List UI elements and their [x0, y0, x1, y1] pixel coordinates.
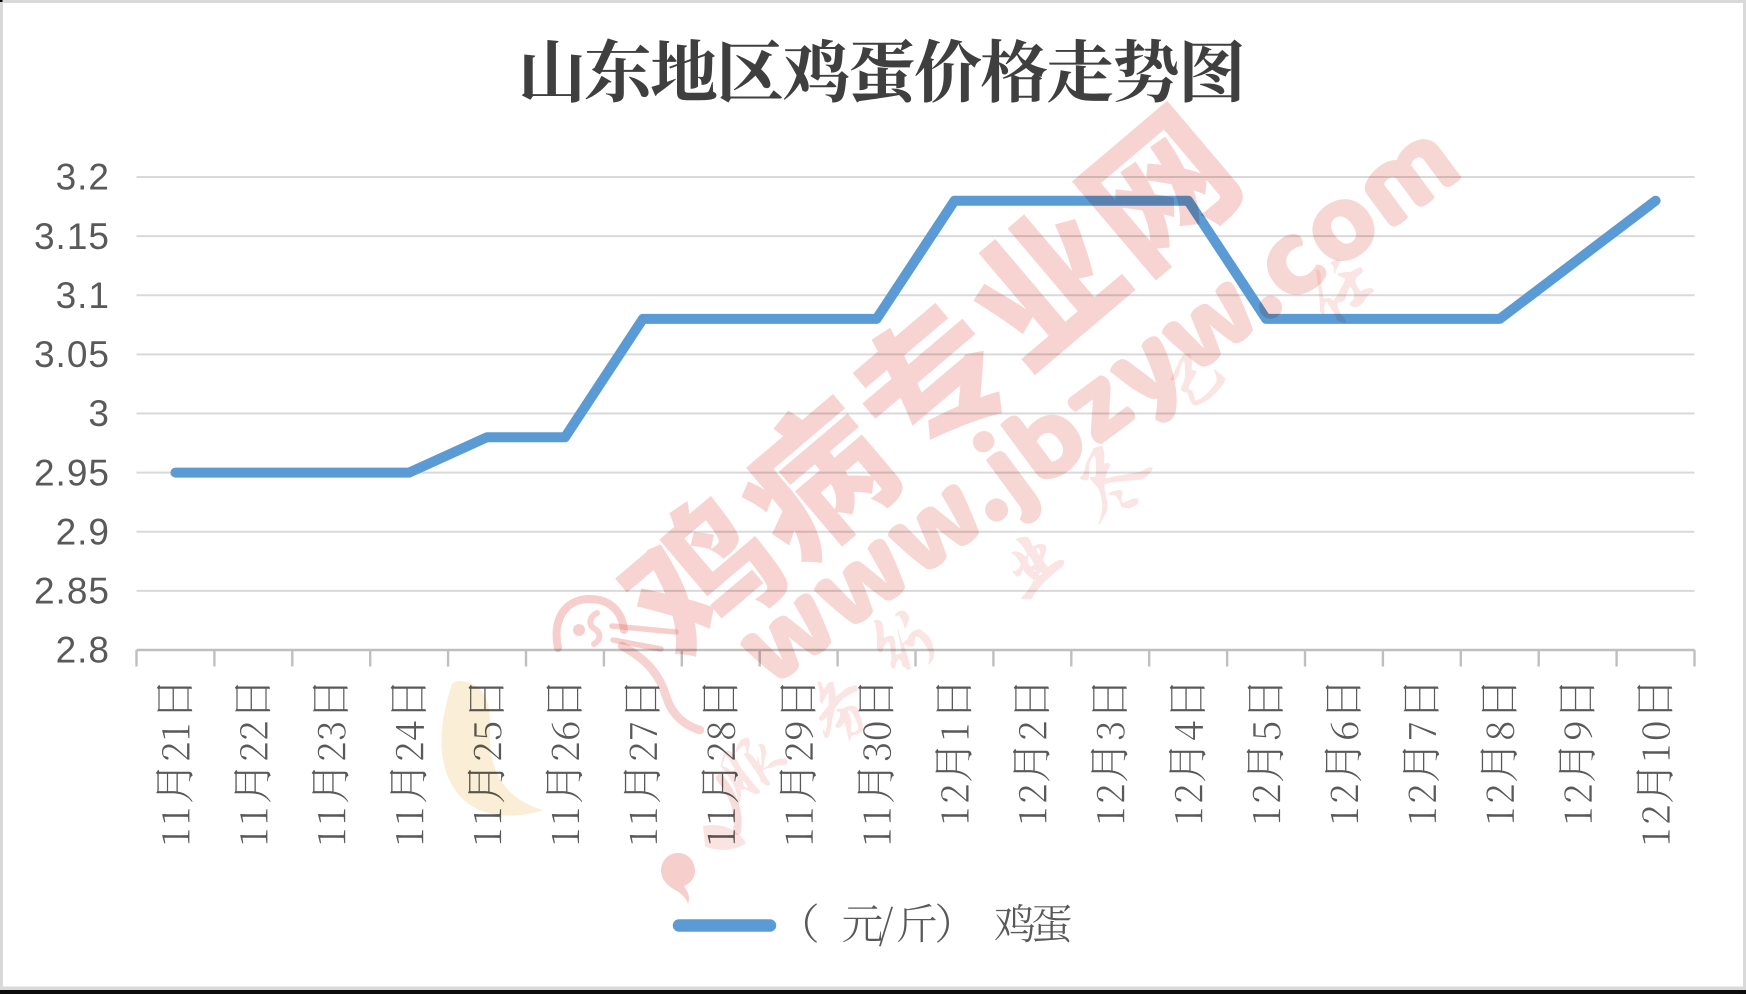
svg-text:3.15: 3.15	[34, 216, 110, 257]
svg-text:2.85: 2.85	[34, 571, 110, 612]
svg-text:2.8: 2.8	[56, 630, 110, 671]
svg-text:3.2: 3.2	[56, 157, 110, 198]
svg-text:3.1: 3.1	[56, 275, 110, 316]
svg-text:2.9: 2.9	[56, 512, 110, 553]
svg-text:2.95: 2.95	[34, 452, 110, 493]
svg-text:3: 3	[88, 393, 110, 434]
svg-text:3.05: 3.05	[34, 334, 110, 375]
